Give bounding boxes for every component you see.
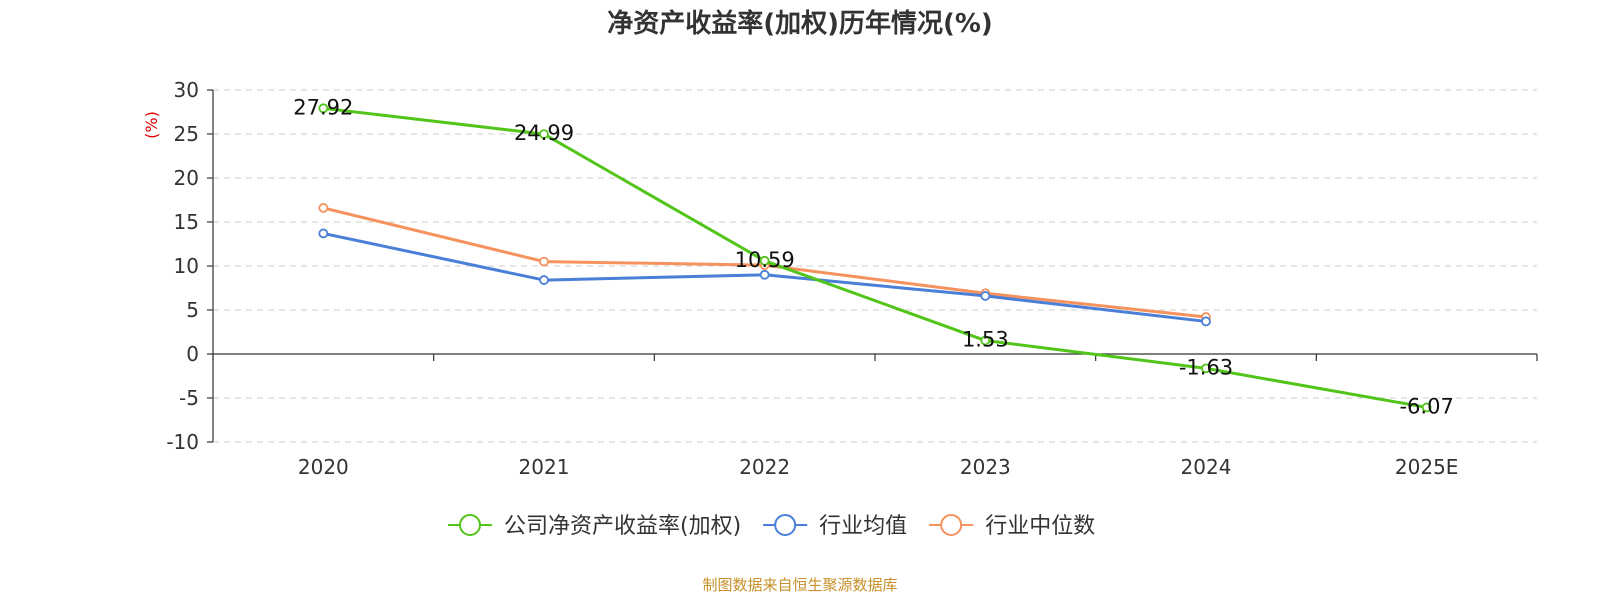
data-labels: 27.92 24.99 10.59 1.53 -1.63 -6.07 xyxy=(293,95,1454,418)
y-tick-label: 5 xyxy=(186,298,199,322)
y-axis-label: (%) xyxy=(142,111,161,139)
data-point[interactable] xyxy=(539,275,549,285)
legend-item[interactable]: 行业中位数 xyxy=(929,514,1095,539)
data-label: 10.59 xyxy=(735,248,795,272)
data-point[interactable] xyxy=(318,103,329,114)
legend-item[interactable]: 公司净资产收益率(加权) xyxy=(448,514,741,539)
legend-label: 公司净资产收益率(加权) xyxy=(504,514,741,539)
legend-label: 行业均值 xyxy=(819,514,907,539)
series-line xyxy=(323,106,1427,409)
legend-marker-icon xyxy=(459,514,481,536)
y-tick-label: 20 xyxy=(174,166,199,190)
x-tick-label: 2025E xyxy=(1395,455,1459,479)
data-point[interactable] xyxy=(759,255,770,266)
y-tick-label: 15 xyxy=(174,210,199,234)
x-tick-label: 2020 xyxy=(298,455,349,479)
y-tick-label: 0 xyxy=(186,342,199,366)
data-point[interactable] xyxy=(318,203,329,213)
legend[interactable]: 公司净资产收益率(加权) 行业均值 行业中位数 xyxy=(448,514,1095,539)
x-tick-label: 2024 xyxy=(1181,455,1232,479)
data-point[interactable] xyxy=(980,335,991,346)
axes: 30 25 20 15 10 5 0 -5 -10 2020 2021 2022 2023 2024 202… xyxy=(166,78,1538,479)
y-tick-label: 10 xyxy=(174,254,199,278)
data-point[interactable] xyxy=(1201,316,1211,327)
legend-marker-icon xyxy=(940,514,963,536)
chart-title: 净资产收益率(加权)历年情况(%) xyxy=(607,8,993,39)
y-tick-label: 30 xyxy=(174,78,199,102)
data-point[interactable] xyxy=(1421,402,1432,413)
y-tick-label: 25 xyxy=(174,122,199,146)
data-label: -6.07 xyxy=(1399,394,1453,418)
data-point[interactable] xyxy=(539,129,549,139)
data-point[interactable] xyxy=(318,228,329,239)
grid-lines xyxy=(213,89,1537,443)
legend-label: 行业中位数 xyxy=(985,514,1095,539)
x-tick-label: 2023 xyxy=(960,455,1011,479)
legend-item[interactable]: 行业均值 xyxy=(763,514,907,539)
data-point[interactable] xyxy=(759,269,770,280)
y-tick-label: -5 xyxy=(179,386,199,410)
data-label: -1.63 xyxy=(1179,355,1233,379)
data-point[interactable] xyxy=(539,256,549,267)
data-point[interactable] xyxy=(980,291,991,301)
data-label: 1.53 xyxy=(962,328,1009,352)
data-label: 24.99 xyxy=(514,121,574,145)
source-note: 制图数据来自恒生聚源数据库 xyxy=(702,576,897,594)
series-group xyxy=(318,103,1432,413)
data-point[interactable] xyxy=(1201,363,1211,374)
legend-marker-icon xyxy=(774,514,797,536)
x-tick-label: 2021 xyxy=(519,455,570,479)
data-label: 27.92 xyxy=(293,95,353,119)
x-tick-label: 2022 xyxy=(739,455,790,479)
y-tick-label: -10 xyxy=(166,430,199,454)
